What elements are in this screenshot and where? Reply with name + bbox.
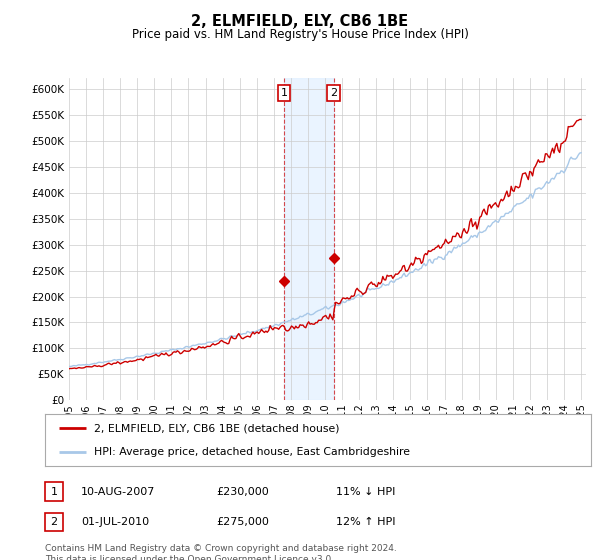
Text: 10-AUG-2007: 10-AUG-2007 [81, 487, 155, 497]
Text: £275,000: £275,000 [216, 517, 269, 527]
Text: 2, ELMFIELD, ELY, CB6 1BE (detached house): 2, ELMFIELD, ELY, CB6 1BE (detached hous… [94, 423, 340, 433]
Text: 1: 1 [50, 487, 58, 497]
Text: 1: 1 [281, 88, 287, 98]
Text: 2: 2 [50, 517, 58, 527]
Bar [284, 78, 334, 400]
Text: 12% ↑ HPI: 12% ↑ HPI [336, 517, 395, 527]
Text: £230,000: £230,000 [216, 487, 269, 497]
Text: 2, ELMFIELD, ELY, CB6 1BE: 2, ELMFIELD, ELY, CB6 1BE [191, 14, 409, 29]
Text: HPI: Average price, detached house, East Cambridgeshire: HPI: Average price, detached house, East… [94, 447, 410, 457]
Text: 01-JUL-2010: 01-JUL-2010 [81, 517, 149, 527]
Text: Contains HM Land Registry data © Crown copyright and database right 2024.
This d: Contains HM Land Registry data © Crown c… [45, 544, 397, 560]
Text: Price paid vs. HM Land Registry's House Price Index (HPI): Price paid vs. HM Land Registry's House … [131, 28, 469, 41]
Text: 11% ↓ HPI: 11% ↓ HPI [336, 487, 395, 497]
Text: 2: 2 [330, 88, 337, 98]
